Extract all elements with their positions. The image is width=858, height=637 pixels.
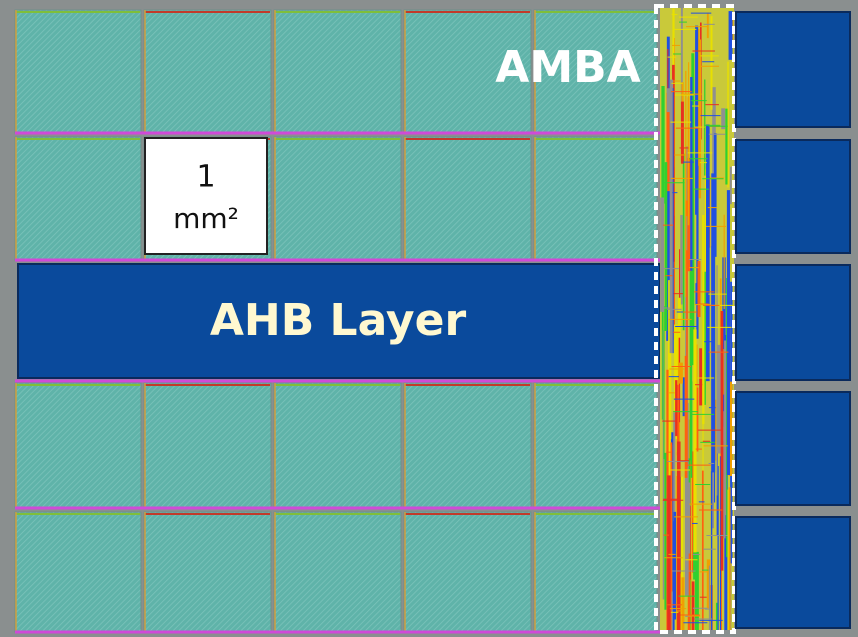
tile <box>404 383 531 508</box>
memory-block <box>736 265 850 380</box>
tile <box>534 512 657 632</box>
chip-layout: 1 mm² AHB Layer AMBA <box>0 0 858 637</box>
ahb-label: AHB Layer <box>210 295 467 346</box>
tile <box>144 512 271 632</box>
tile <box>15 137 141 260</box>
tile <box>15 383 141 508</box>
amba-label: AMBA <box>495 42 640 93</box>
memory-block <box>736 12 850 127</box>
tile <box>404 137 531 260</box>
tile <box>274 10 401 133</box>
memory-block <box>736 392 850 505</box>
tile <box>534 137 657 260</box>
tile <box>274 137 401 260</box>
tile <box>144 10 271 133</box>
tile-size-unit: mm² <box>173 202 239 235</box>
tile-size-number: 1 <box>196 160 215 195</box>
bus-wiring <box>660 8 734 630</box>
right-blocks <box>736 12 850 628</box>
tile <box>15 512 141 632</box>
tile <box>534 383 657 508</box>
tile <box>274 512 401 632</box>
tile-size-box <box>145 138 267 254</box>
tile <box>274 383 401 508</box>
tile <box>404 512 531 632</box>
memory-block <box>736 517 850 628</box>
tile <box>144 383 271 508</box>
tile <box>15 10 141 133</box>
memory-block <box>736 140 850 253</box>
